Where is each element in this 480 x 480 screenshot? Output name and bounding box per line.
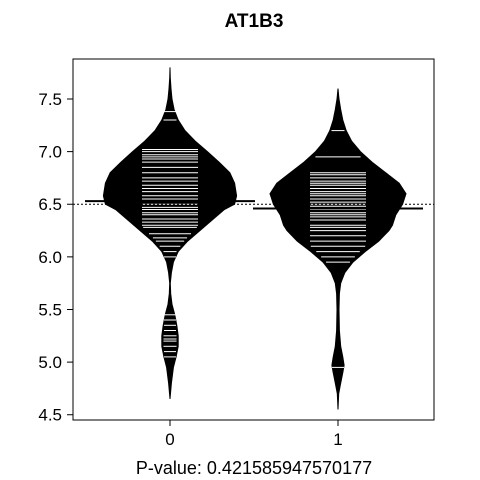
x-tick-label: 0 [165,430,174,449]
y-tick-label: 6.0 [38,248,62,267]
y-tick-label: 5.5 [38,300,62,319]
y-tick-label: 4.5 [38,406,62,425]
mean-layer [85,200,423,210]
x-tick-label: 1 [333,430,342,449]
y-axis: 4.5 5.0 5.5 6.0 6.5 7.0 7.5 [38,90,73,425]
bean-1 [269,88,407,410]
y-tick-label: 5.0 [38,353,62,372]
plot-frame [72,58,435,421]
chart-title: AT1B3 [225,11,284,32]
y-tick-label: 6.5 [38,195,62,214]
observation-layer [142,111,366,368]
y-tick-label: 7.5 [38,90,62,109]
x-axis-label: P-value: 0.421585947570177 [136,458,372,478]
beans-layer [102,67,407,410]
y-tick-label: 7.0 [38,143,62,162]
